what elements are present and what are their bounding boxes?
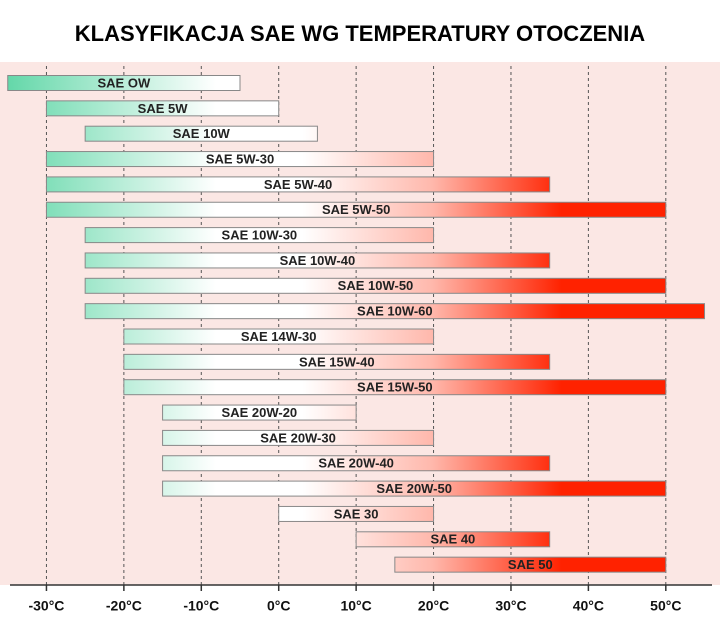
bar-label: SAE 10W-40 bbox=[280, 253, 356, 268]
bar-label: SAE 20W-30 bbox=[260, 430, 336, 445]
x-tick-label: 0°C bbox=[267, 598, 291, 614]
bar-label: SAE 20W-50 bbox=[376, 481, 452, 496]
bar-label: SAE 5W-30 bbox=[206, 151, 274, 166]
bar-label: SAE 14W-30 bbox=[241, 329, 317, 344]
bar-label: SAE 30 bbox=[334, 506, 379, 521]
x-tick-label: 20°C bbox=[418, 598, 449, 614]
bar-label: SAE 50 bbox=[508, 557, 553, 572]
bar-label: SAE 5W bbox=[138, 101, 189, 116]
x-tick-label: -20°C bbox=[106, 598, 142, 614]
bar-label: SAE 10W-60 bbox=[357, 304, 433, 319]
bar-label: SAE 20W-40 bbox=[318, 456, 394, 471]
x-tick-label: -30°C bbox=[28, 598, 64, 614]
bar-label: SAE 10W-50 bbox=[338, 278, 414, 293]
range-bar bbox=[84, 277, 667, 294]
bar-label: SAE 15W-50 bbox=[357, 380, 433, 395]
x-tick-label: 30°C bbox=[495, 598, 526, 614]
x-tick-label: 50°C bbox=[650, 598, 681, 614]
x-tick-label: 40°C bbox=[573, 598, 604, 614]
range-bar bbox=[162, 429, 435, 446]
range-bar bbox=[45, 176, 551, 193]
range-bar bbox=[45, 100, 280, 117]
bar-label: SAE 10W bbox=[173, 126, 231, 141]
range-bar bbox=[162, 480, 667, 497]
bar-label: SAE OW bbox=[98, 75, 151, 90]
range-bar bbox=[162, 455, 551, 472]
x-tick-label: 10°C bbox=[340, 598, 371, 614]
range-bar bbox=[84, 227, 435, 244]
bar-label: SAE 5W-50 bbox=[322, 202, 390, 217]
range-bar bbox=[84, 303, 706, 320]
x-tick-label: -10°C bbox=[183, 598, 219, 614]
bar-label: SAE 5W-40 bbox=[264, 177, 332, 192]
chart-title: KLASYFIKACJA SAE WG TEMPERATURY OTOCZENI… bbox=[75, 21, 646, 46]
range-bar bbox=[123, 379, 667, 396]
plot-background bbox=[0, 62, 720, 585]
range-bar bbox=[394, 556, 667, 573]
range-bar bbox=[355, 531, 551, 548]
range-bar bbox=[45, 201, 667, 218]
range-bar bbox=[84, 252, 551, 269]
range-bar bbox=[7, 75, 241, 91]
range-bar bbox=[45, 151, 435, 168]
range-bar bbox=[123, 328, 435, 345]
bar-label: SAE 40 bbox=[430, 532, 475, 547]
bar-label: SAE 20W-20 bbox=[222, 405, 298, 420]
bar-label: SAE 10W-30 bbox=[222, 228, 298, 243]
range-bar bbox=[278, 505, 435, 522]
range-bar bbox=[162, 404, 357, 421]
range-bar bbox=[84, 125, 318, 142]
range-bar bbox=[123, 353, 551, 370]
bar-label: SAE 15W-40 bbox=[299, 354, 375, 369]
